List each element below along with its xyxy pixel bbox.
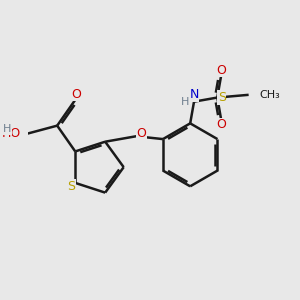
Text: O: O	[216, 118, 226, 131]
Text: S: S	[218, 91, 226, 104]
Text: O: O	[216, 64, 226, 76]
Text: N: N	[189, 88, 199, 101]
Text: O: O	[136, 127, 146, 140]
Text: CH₃: CH₃	[259, 90, 280, 100]
Text: H: H	[3, 124, 11, 134]
Text: O: O	[71, 88, 81, 100]
Text: S: S	[67, 180, 75, 193]
Text: HO: HO	[2, 127, 21, 140]
Text: H: H	[181, 97, 190, 107]
